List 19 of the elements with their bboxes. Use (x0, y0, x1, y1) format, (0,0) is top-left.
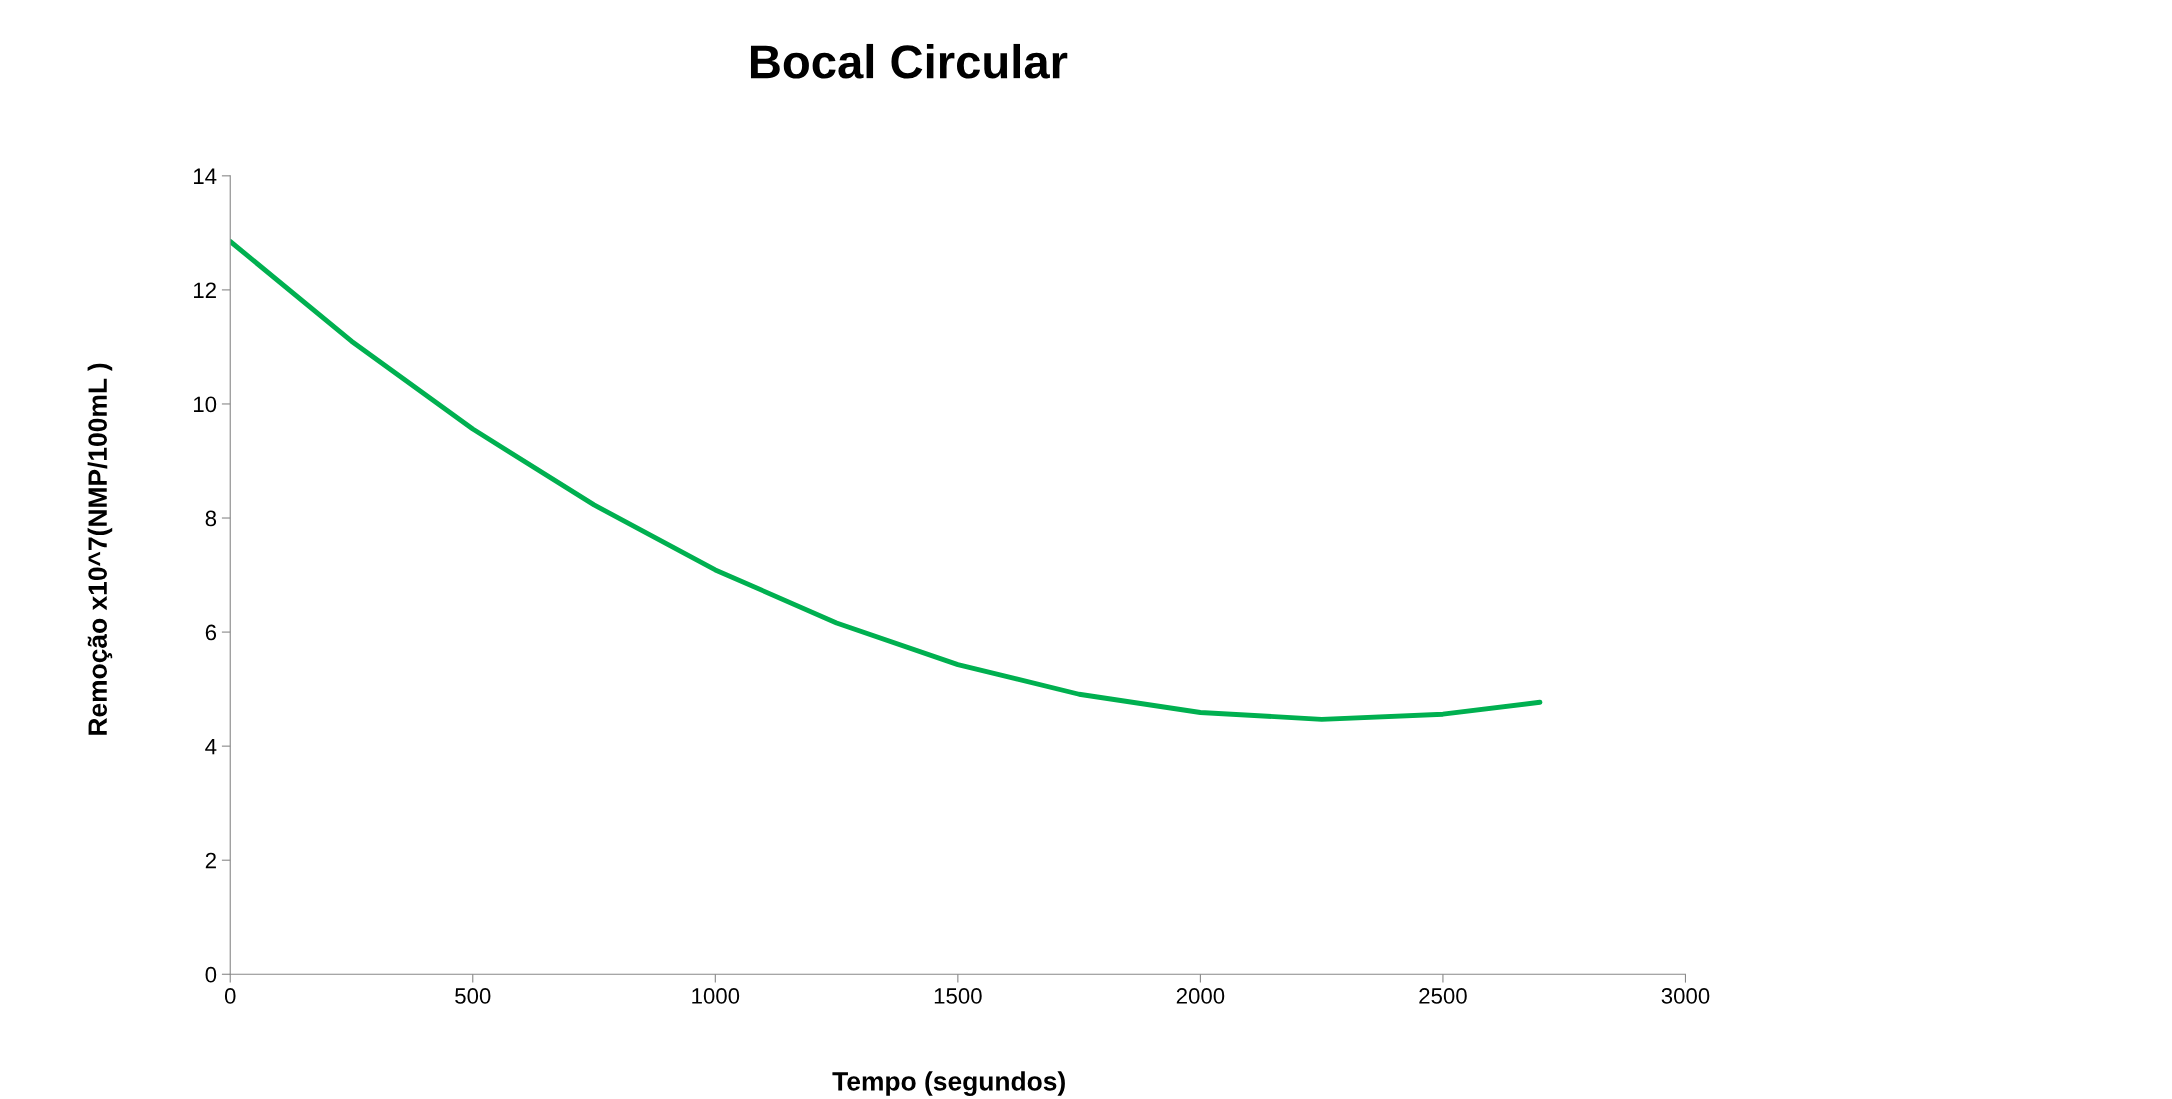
x-axis-title: Tempo (segundos) (832, 1071, 1065, 1096)
y-tick-label: 0 (205, 966, 217, 983)
y-tick-label: 2 (205, 852, 216, 869)
x-tick-label: 3000 (1661, 988, 1710, 1004)
y-axis-title: Remoção x10^7(NMP/100mL ) (87, 363, 113, 735)
x-tick-label: 2500 (1419, 988, 1467, 1004)
x-tick-label: 0 (224, 988, 236, 1004)
y-tick-label: 10 (194, 396, 217, 413)
line-series (230, 238, 1543, 722)
x-tick-label: 2000 (1176, 988, 1225, 1004)
chart-title: Bocal Circular (750, 43, 1068, 79)
x-tick-label: 1000 (692, 988, 740, 1004)
y-tick-label: 8 (205, 510, 217, 527)
y-tick-label: 12 (194, 282, 216, 298)
x-tick-label: 1500 (934, 988, 982, 1004)
y-tick-label: 6 (205, 624, 217, 641)
y-tick-label: 14 (194, 168, 217, 184)
x-tick-label: 500 (455, 988, 491, 1004)
y-tick-label: 4 (205, 738, 217, 755)
